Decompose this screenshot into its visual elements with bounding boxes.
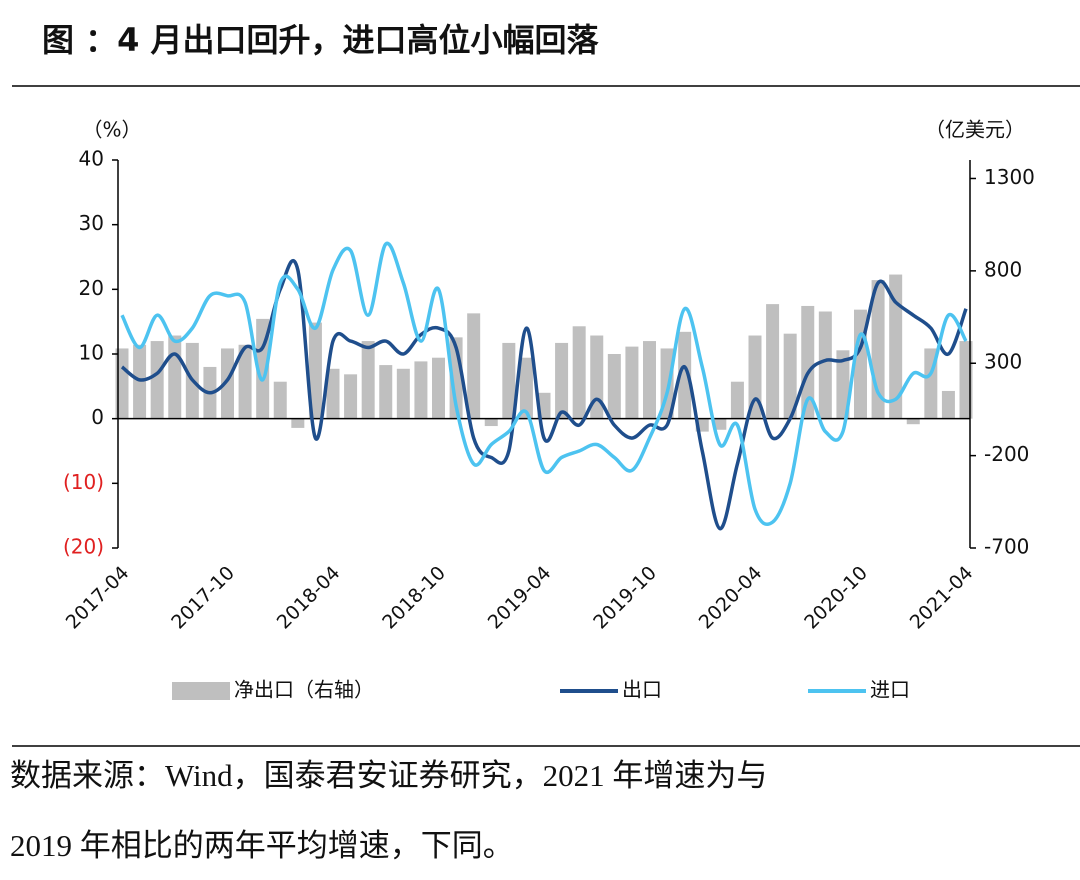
bar [396,368,410,419]
y2-tick-label: 800 [984,257,1022,281]
bar [344,374,358,419]
y2-tick-label: -700 [984,535,1029,559]
bar [168,335,182,419]
bar [467,313,481,419]
bar [748,335,762,419]
bar [607,354,621,419]
bar [730,381,744,419]
source-note: 数据来源：Wind，国泰君安证券研究，2021 年增速为与 [10,758,767,793]
y-tick-label: (10) [63,470,104,494]
bar [766,304,780,419]
y-tick-label: 40 [79,147,104,171]
bar [678,331,692,419]
bar [555,342,569,419]
y-axis-label: （%） [82,118,141,142]
bar [889,274,903,419]
bar [941,390,955,419]
chart-title: 图 ：4 月出口回升，进口高位小幅回落 [42,21,600,59]
bar [906,418,920,425]
x-tick-label: 2018-10 [378,562,450,634]
bar [291,418,305,428]
legend-label: 净出口（右轴） [234,678,374,702]
x-tick-label: 2019-04 [484,562,556,634]
bar [379,365,393,419]
bar [133,344,147,419]
bar [625,346,639,419]
bar [836,350,850,419]
y-tick-label: 10 [79,341,104,365]
bar [818,311,832,419]
bar [519,357,533,419]
bar [221,348,234,419]
y-tick-label: 20 [79,276,104,300]
bar [273,381,287,419]
bar [150,341,164,419]
x-tick-label: 2021-04 [906,562,978,634]
x-tick-label: 2017-10 [167,562,239,634]
source-note: 2019 年相比的两年平均增速，下同。 [10,828,514,863]
bar [484,418,498,427]
bar [432,357,445,419]
bar [590,335,604,419]
y2-tick-label: 1300 [984,165,1035,189]
legend-swatch [172,682,230,700]
bar [502,342,516,419]
x-tick-label: 2017-04 [62,562,134,634]
bar [572,326,586,419]
y-tick-label: 0 [91,405,104,429]
y2-tick-label: 300 [984,350,1022,374]
line-series [120,241,968,526]
bar [326,368,340,419]
legend-label: 出口 [622,678,662,702]
bar [308,322,322,419]
bar [643,341,656,419]
y-tick-label: 30 [79,211,104,235]
x-tick-label: 2018-04 [273,562,345,634]
y2-axis-label: （亿美元） [925,118,1025,142]
x-tick-label: 2020-04 [695,562,767,634]
bar [713,418,727,430]
line-series [120,259,968,531]
bar [801,305,815,419]
x-tick-label: 2020-10 [800,562,872,634]
bar [414,361,428,419]
bar [361,341,375,419]
bar [238,344,252,419]
x-tick-label: 2019-10 [589,562,661,634]
y2-tick-label: -200 [984,442,1029,466]
legend-label: 进口 [870,678,910,702]
y-tick-label: (20) [63,535,104,559]
bar [783,333,797,419]
